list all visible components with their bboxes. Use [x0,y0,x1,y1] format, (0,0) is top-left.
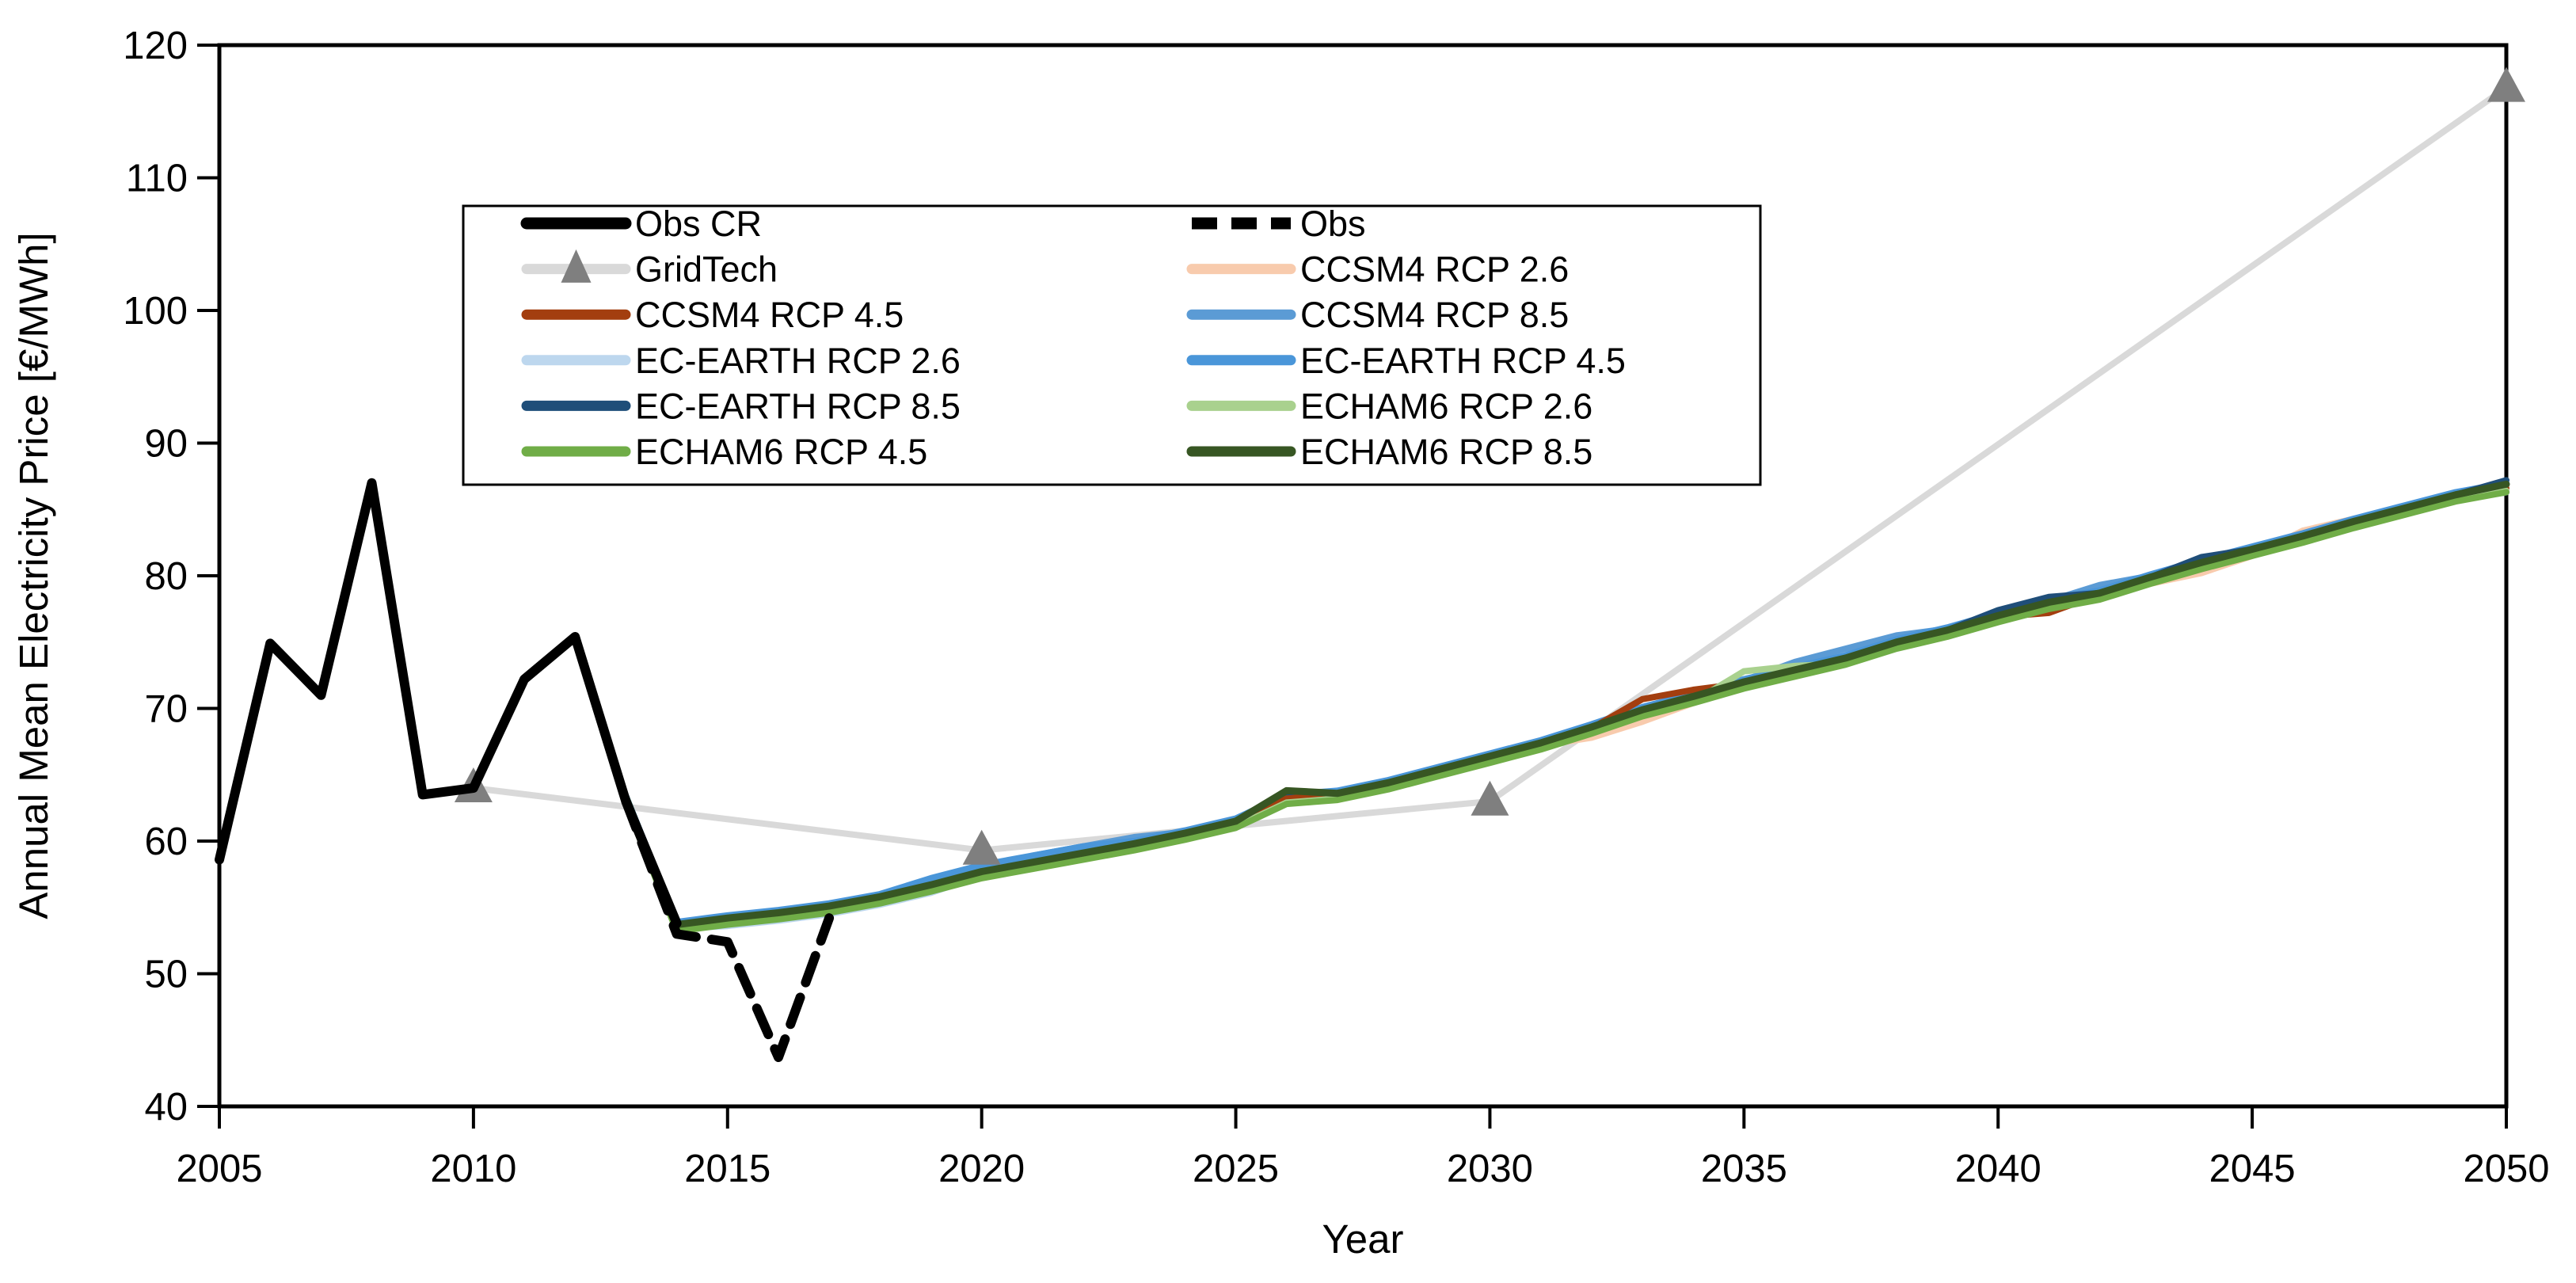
x-tick-label: 2050 [2463,1148,2549,1190]
series-line-obs [621,796,835,1062]
series-line-ec_earth_rcp85 [622,477,2509,928]
x-tick-label: 2015 [684,1148,771,1190]
y-tick-label: 120 [123,25,188,67]
x-tick-label: 2045 [2209,1148,2296,1190]
series-marker-gridtech [962,829,1001,865]
legend-item-ccsm4_rcp85: CCSM4 RCP 8.5 [1186,295,1569,335]
legend-marker-gridtech [561,249,592,283]
legend-item-obs: Obs [1192,204,1366,244]
series-line-echam6_rcp85 [622,480,2510,928]
legend-label-ec_earth_rcp26: EC-EARTH RCP 2.6 [635,341,961,381]
legend-item-echam6_rcp45: ECHAM6 RCP 4.5 [521,432,927,472]
series-marker-gridtech [2487,67,2525,102]
x-tick-label: 2030 [1447,1148,1533,1190]
legend-label-obs_cr: Obs CR [635,204,762,244]
legend-label-ccsm4_rcp85: CCSM4 RCP 8.5 [1300,295,1569,335]
plot-layer: 40 50 60 70 80 90 100 110 120 2005 2010 2015 2020 202… [123,25,2549,1190]
y-tick-label: 60 [144,820,188,863]
y-tick-label: 50 [144,954,188,996]
x-tick-label: 2005 [176,1148,262,1190]
legend-label-echam6_rcp26: ECHAM6 RCP 2.6 [1300,386,1592,426]
x-tick-label: 2020 [938,1148,1025,1190]
legend-item-gridtech: GridTech [521,249,778,290]
legend-item-ccsm4_rcp26: CCSM4 RCP 2.6 [1186,249,1569,290]
x-tick-label: 2025 [1193,1148,1279,1190]
legend-label-ccsm4_rcp45: CCSM4 RCP 4.5 [635,295,904,335]
legend-item-ccsm4_rcp45: CCSM4 RCP 4.5 [521,295,904,335]
y-tick-label: 40 [144,1086,188,1129]
x-tick-label: 2010 [430,1148,516,1190]
series-marker-gridtech [1471,780,1509,816]
series-line-echam6_rcp45 [622,489,2509,935]
legend-label-echam6_rcp85: ECHAM6 RCP 8.5 [1300,432,1592,472]
legend-box [462,204,1762,486]
legend-label-ec_earth_rcp45: EC-EARTH RCP 4.5 [1300,341,1626,381]
y-tick-label: 110 [126,158,188,200]
legend: Obs CR Obs GridTech CCSM4 RCP 2.6 CCSM4 RCP … [462,204,1762,486]
legend-item-ec_earth_rcp45: EC-EARTH RCP 4.5 [1186,341,1626,381]
x-tick-label: 2035 [1701,1148,1787,1190]
y-axis-title: Annual Mean Electricity Price [€/MWh] [11,232,56,919]
legend-label-obs: Obs [1300,204,1366,244]
y-tick-label: 80 [144,555,188,598]
legend-item-echam6_rcp26: ECHAM6 RCP 2.6 [1186,386,1592,426]
x-axis-title: Year [1322,1216,1403,1262]
legend-label-gridtech: GridTech [635,249,778,290]
legend-item-obs_cr: Obs CR [520,204,762,244]
legend-item-ec_earth_rcp26: EC-EARTH RCP 2.6 [521,341,961,381]
legend-label-ccsm4_rcp26: CCSM4 RCP 2.6 [1300,249,1569,290]
legend-item-ec_earth_rcp85: EC-EARTH RCP 8.5 [521,386,961,426]
y-tick-label: 90 [144,423,188,466]
legend-label-echam6_rcp45: ECHAM6 RCP 4.5 [635,432,927,472]
series-line-obs_cr [215,478,682,928]
x-tick-label: 2040 [1955,1148,2041,1190]
series-line-ec_earth_rcp45 [622,479,2509,926]
y-tick-label: 70 [144,688,188,731]
legend-label-ec_earth_rcp85: EC-EARTH RCP 8.5 [635,386,961,426]
legend-item-echam6_rcp85: ECHAM6 RCP 8.5 [1186,432,1592,472]
y-tick-label: 100 [123,290,188,333]
